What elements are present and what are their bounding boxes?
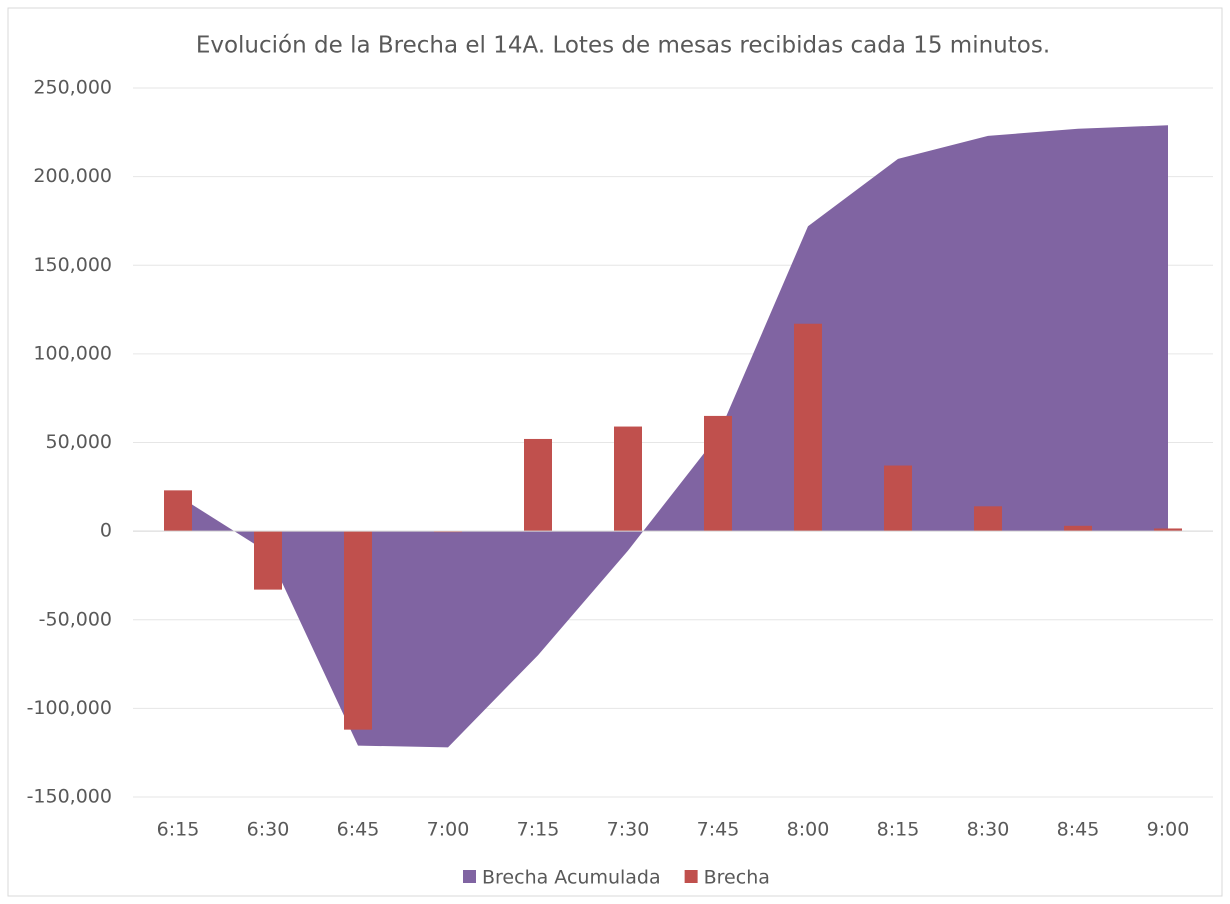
y-tick-label: 200,000 <box>33 165 112 187</box>
chart-title: Evolución de la Brecha el 14A. Lotes de … <box>196 33 1050 59</box>
x-tick-label: 8:30 <box>967 819 1010 841</box>
y-tick-label: 250,000 <box>33 77 112 99</box>
x-tick-label: 7:15 <box>517 819 560 841</box>
legend-label: Brecha Acumulada <box>482 867 661 889</box>
bar <box>1154 528 1182 532</box>
bar <box>614 426 642 532</box>
y-tick-label: 50,000 <box>46 431 112 453</box>
x-tick-label: 6:45 <box>337 819 380 841</box>
y-tick-label: -100,000 <box>27 697 112 719</box>
bar <box>524 438 552 532</box>
x-tick-label: 6:15 <box>157 819 200 841</box>
y-tick-label: 0 <box>100 520 112 542</box>
bar <box>974 506 1002 532</box>
legend-swatch <box>684 870 698 883</box>
x-tick-label: 8:45 <box>1057 819 1100 841</box>
area <box>178 125 1168 748</box>
bar <box>1064 525 1092 532</box>
x-tick-label: 7:00 <box>427 819 470 841</box>
x-tick-label: 7:45 <box>697 819 740 841</box>
y-tick-label: 150,000 <box>33 254 112 276</box>
legend-swatch <box>463 870 476 883</box>
x-tick-label: 8:15 <box>877 819 920 841</box>
bar <box>884 465 912 532</box>
bar <box>794 323 822 532</box>
y-tick-label: -150,000 <box>27 786 112 808</box>
x-tick-label: 8:00 <box>787 819 830 841</box>
bar <box>164 490 192 532</box>
x-tick-label: 9:00 <box>1147 819 1190 841</box>
bar <box>254 531 282 590</box>
bar <box>704 415 732 532</box>
y-tick-label: 100,000 <box>33 342 112 364</box>
y-tick-label: -50,000 <box>39 608 112 630</box>
x-tick-label: 6:30 <box>247 819 290 841</box>
legend-label: Brecha <box>704 867 770 889</box>
x-tick-label: 7:30 <box>607 819 650 841</box>
bar <box>344 531 372 730</box>
